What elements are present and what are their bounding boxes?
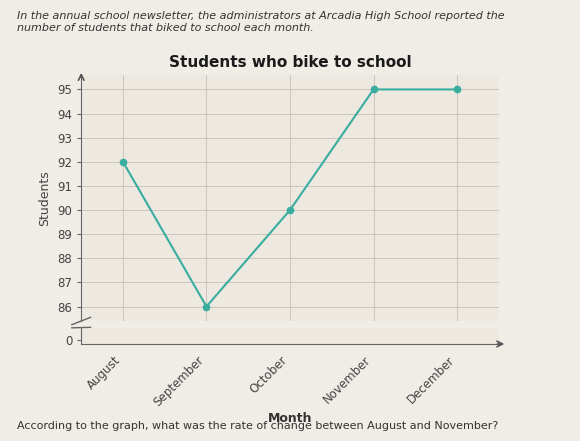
Text: According to the graph, what was the rate of change between August and November?: According to the graph, what was the rat… [17,421,499,431]
Y-axis label: Students: Students [39,170,52,226]
Title: Students who bike to school: Students who bike to school [169,55,411,70]
X-axis label: Month: Month [268,412,312,425]
Text: In the annual school newsletter, the administrators at Arcadia High School repor: In the annual school newsletter, the adm… [17,11,505,33]
